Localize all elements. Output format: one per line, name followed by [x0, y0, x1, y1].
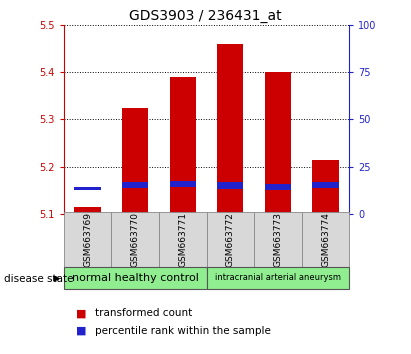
Bar — [265, 72, 291, 214]
Text: transformed count: transformed count — [95, 308, 192, 318]
Text: disease state: disease state — [4, 274, 74, 284]
Bar — [111, 212, 159, 267]
Bar — [64, 267, 206, 289]
Bar — [122, 108, 148, 214]
Bar — [312, 182, 339, 188]
Bar — [159, 212, 206, 267]
Bar — [206, 267, 349, 289]
Text: GSM663770: GSM663770 — [131, 212, 140, 267]
Text: GSM663769: GSM663769 — [83, 212, 92, 267]
Text: ■: ■ — [76, 308, 87, 318]
Text: GSM663773: GSM663773 — [273, 212, 282, 267]
Text: GSM663771: GSM663771 — [178, 212, 187, 267]
Text: percentile rank within the sample: percentile rank within the sample — [95, 326, 270, 336]
Bar — [254, 212, 302, 267]
Bar — [170, 181, 196, 187]
Bar — [74, 207, 101, 214]
Text: GSM663772: GSM663772 — [226, 212, 235, 267]
Text: ■: ■ — [76, 326, 87, 336]
Text: GSM663774: GSM663774 — [321, 212, 330, 267]
Text: normal healthy control: normal healthy control — [72, 273, 199, 282]
Bar — [217, 44, 243, 214]
Bar — [170, 77, 196, 214]
Bar — [74, 187, 101, 190]
Bar — [64, 212, 111, 267]
Text: intracranial arterial aneurysm: intracranial arterial aneurysm — [215, 273, 341, 282]
Bar — [265, 184, 291, 190]
Bar — [217, 182, 243, 189]
Bar — [122, 182, 148, 188]
Text: GDS3903 / 236431_at: GDS3903 / 236431_at — [129, 9, 282, 23]
Bar — [312, 160, 339, 214]
Bar — [206, 212, 254, 267]
Bar — [302, 212, 349, 267]
